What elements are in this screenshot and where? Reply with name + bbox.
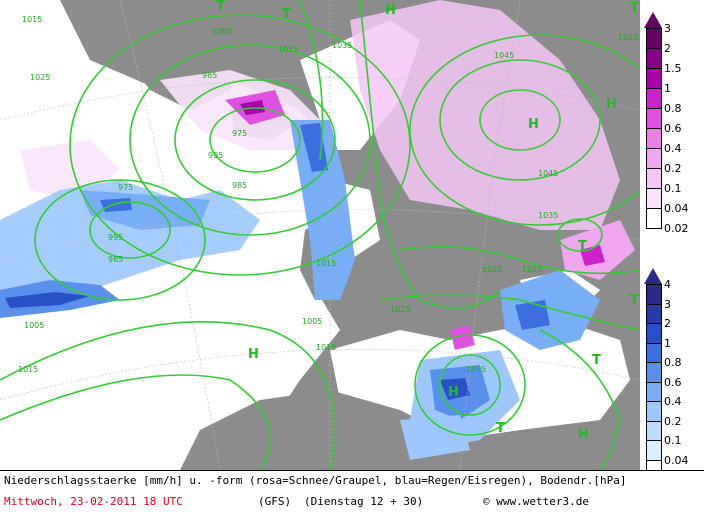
scale-cell xyxy=(647,69,661,89)
scale-label: 0.1 xyxy=(664,182,682,195)
scale-cell xyxy=(647,304,661,324)
pressure-label: 1015 xyxy=(316,259,336,268)
scale-cell xyxy=(647,49,661,69)
scale-label: 0.02 xyxy=(664,222,689,235)
scale-cell xyxy=(647,441,661,461)
caption-description: Niederschlagsstaerke [mm/h] u. -form (ro… xyxy=(4,474,627,487)
scale-cell xyxy=(647,363,661,383)
pressure-label: 1005 xyxy=(212,27,232,36)
pressure-label: 1035 xyxy=(538,211,558,220)
scale-label: 1.5 xyxy=(664,62,682,75)
pressure-centres: H H H H H H T T T T T T T xyxy=(216,0,639,442)
low-marker: T xyxy=(630,293,639,308)
pressure-label: 1005 xyxy=(24,321,44,330)
pressure-labels: 1015 1005 1015 1025 985 975 995 985 975 … xyxy=(18,15,638,374)
pressure-label: 1015 xyxy=(618,33,638,42)
scale-label: 0.2 xyxy=(664,162,682,175)
scale-label: 3 xyxy=(664,22,671,35)
pressure-label: 1035 xyxy=(466,365,486,374)
caption-copyright: © www.wetter3.de xyxy=(483,495,589,508)
scale-label: 0.8 xyxy=(664,102,682,115)
isobars xyxy=(0,0,640,470)
weather-map: 1015 1005 1015 1025 985 975 995 985 975 … xyxy=(0,0,640,470)
pressure-label: 1035 xyxy=(332,41,352,50)
caption-date: Mittwoch, 23-02-2011 18 UTC xyxy=(4,495,183,508)
pressure-label: 1015 xyxy=(522,265,542,274)
pressure-label: 1045 xyxy=(494,51,514,60)
high-marker: H xyxy=(606,97,617,112)
scale-label: 1 xyxy=(664,82,671,95)
scale-cell xyxy=(647,324,661,344)
scale-label: 4 xyxy=(664,278,671,291)
scale-label: 0.8 xyxy=(664,356,682,369)
pressure-label: 1025 xyxy=(390,305,410,314)
scale-cell xyxy=(647,209,661,229)
scale-cell xyxy=(647,129,661,149)
pressure-label: 975 xyxy=(232,129,247,138)
map-canvas: 1015 1005 1015 1025 985 975 995 985 975 … xyxy=(0,0,640,470)
scale-cell xyxy=(647,343,661,363)
pressure-label: 985 xyxy=(202,71,217,80)
low-marker: T xyxy=(592,353,601,368)
pressure-label: 1015 xyxy=(22,15,42,24)
scale-cell xyxy=(647,169,661,189)
pressure-label: 1015 xyxy=(18,365,38,374)
pressure-label: 995 xyxy=(208,151,223,160)
pressure-label: 985 xyxy=(232,181,247,190)
high-marker: H xyxy=(528,117,539,132)
graticule xyxy=(0,0,640,470)
scale-label: 0.4 xyxy=(664,142,682,155)
scale-cell xyxy=(647,149,661,169)
scale-label: 0.04 xyxy=(664,453,689,467)
scale-label: 0.2 xyxy=(664,414,682,428)
pressure-label: 975 xyxy=(118,183,133,192)
scale-label: 0.04 xyxy=(664,202,689,215)
map-caption: Niederschlagsstaerke [mm/h] u. -form (ro… xyxy=(0,470,704,514)
low-marker: T xyxy=(282,7,291,22)
scale-label: 0.6 xyxy=(664,122,682,135)
scale-label: 0.1 xyxy=(664,434,682,447)
scale-cell xyxy=(647,29,661,49)
caption-model: (GFS) xyxy=(258,495,292,508)
scale-cell xyxy=(647,189,661,209)
pressure-label: 1015 xyxy=(316,343,336,352)
pressure-label: 1015 xyxy=(278,45,298,54)
rain-scale-bar xyxy=(646,284,662,481)
pressure-label: 985 xyxy=(108,255,123,264)
snow-scale-top-arrow xyxy=(644,12,662,28)
snow-scale: 3 2 1.5 1 0.8 0.6 0.4 0.2 0.1 0.04 0.02 xyxy=(640,0,704,246)
scale-cell xyxy=(647,421,661,441)
scale-label: 2 xyxy=(664,317,671,330)
pressure-label: 995 xyxy=(108,233,123,242)
pressure-label: 1025 xyxy=(482,265,502,274)
caption-run: (Dienstag 12 + 30) xyxy=(304,495,424,508)
scale-label: 2 xyxy=(664,42,671,55)
pressure-label: 1005 xyxy=(302,317,322,326)
pressure-label: 1025 xyxy=(30,73,50,82)
scale-cell xyxy=(647,285,661,305)
low-marker: T xyxy=(630,1,639,16)
scale-label: 3 xyxy=(664,297,671,311)
scale-cell xyxy=(647,109,661,129)
scale-cell xyxy=(647,382,661,402)
scale-label: 0.4 xyxy=(664,395,682,408)
snow-scale-bar xyxy=(646,28,662,230)
low-marker: T xyxy=(496,421,505,436)
rain-scale-top-arrow xyxy=(644,268,662,284)
high-marker: H xyxy=(448,385,459,400)
scale-cell xyxy=(647,89,661,109)
snow-scale-bottom-arrow xyxy=(644,229,662,245)
low-marker: T xyxy=(216,0,225,14)
pressure-label: 1045 xyxy=(538,169,558,178)
scale-label: 1 xyxy=(664,336,671,350)
high-marker: H xyxy=(385,3,396,18)
high-marker: H xyxy=(248,347,259,362)
low-marker: T xyxy=(578,239,587,254)
high-marker: H xyxy=(578,427,589,442)
scale-cell xyxy=(647,402,661,422)
scale-label: 0.6 xyxy=(664,375,682,389)
